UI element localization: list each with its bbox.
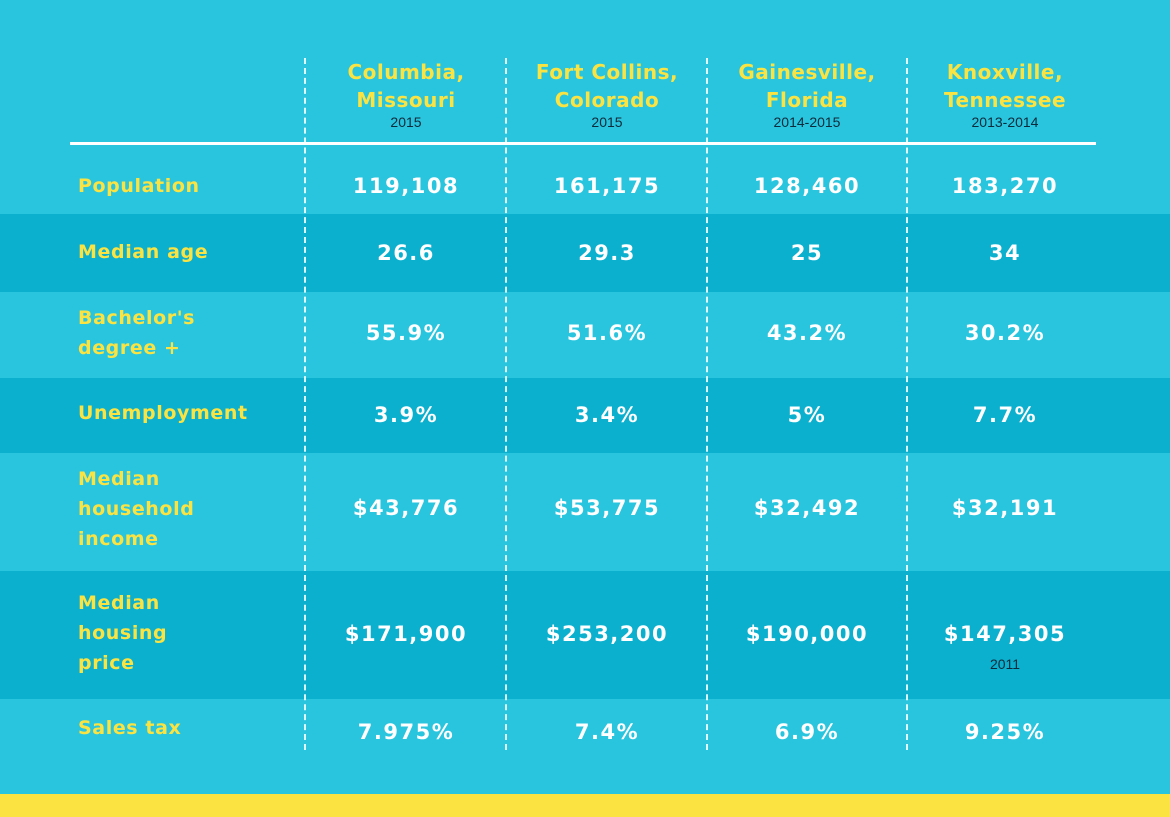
table-cell: 7.7% bbox=[972, 403, 1038, 427]
table-cell: 25 bbox=[790, 241, 824, 265]
column-city: Gainesville, Florida bbox=[738, 60, 876, 112]
column-year: 2015 bbox=[591, 114, 623, 130]
table-cell: 55.9% bbox=[365, 321, 447, 345]
row-label-median-housing-price: Median housing price bbox=[78, 592, 168, 674]
table-cell: $32,492 bbox=[753, 496, 861, 520]
table-cell: 128,460 bbox=[753, 174, 861, 198]
row-label-sales-tax: Sales tax bbox=[78, 717, 182, 739]
table-cell: 43.2% bbox=[766, 321, 848, 345]
table-cell: $147,305 bbox=[943, 622, 1067, 646]
table-cell: 6.9% bbox=[774, 720, 840, 744]
table-cell: $43,776 bbox=[352, 496, 460, 520]
table-cell: $32,191 bbox=[951, 496, 1059, 520]
column-divider bbox=[304, 58, 306, 750]
column-header-knoxville: Knoxville, Tennessee 2013-2014 bbox=[905, 58, 1105, 130]
column-header-columbia: Columbia, Missouri 2015 bbox=[306, 58, 506, 130]
column-header-gainesville: Gainesville, Florida 2014-2015 bbox=[707, 58, 907, 130]
column-city: Fort Collins, Colorado bbox=[535, 60, 679, 112]
table-cell: 3.4% bbox=[574, 403, 640, 427]
column-divider bbox=[505, 58, 507, 750]
table-cell: $53,775 bbox=[553, 496, 661, 520]
row-label-bachelors-degree: Bachelor's degree + bbox=[78, 307, 196, 359]
row-label-unemployment: Unemployment bbox=[78, 402, 248, 424]
column-year: 2014-2015 bbox=[773, 114, 841, 130]
table-cell: $171,900 bbox=[344, 622, 468, 646]
table-cell: 183,270 bbox=[951, 174, 1059, 198]
column-year: 2013-2014 bbox=[971, 114, 1039, 130]
table-cell: 3.9% bbox=[373, 403, 439, 427]
column-divider bbox=[906, 58, 908, 750]
column-city: Knoxville, Tennessee bbox=[943, 60, 1067, 112]
column-divider bbox=[706, 58, 708, 750]
header-divider bbox=[70, 142, 1096, 145]
table-cell: 7.4% bbox=[574, 720, 640, 744]
table-cell: 161,175 bbox=[553, 174, 661, 198]
row-band-median-age bbox=[0, 214, 1170, 292]
column-city: Columbia, Missouri bbox=[347, 60, 465, 112]
table-cell: 51.6% bbox=[566, 321, 648, 345]
row-label-median-age: Median age bbox=[78, 241, 209, 263]
table-cell: 9.25% bbox=[964, 720, 1046, 744]
table-cell: 29.3 bbox=[578, 241, 636, 265]
bottom-accent-bar bbox=[0, 794, 1170, 817]
row-band-median-housing-price bbox=[0, 571, 1170, 699]
column-year: 2015 bbox=[390, 114, 422, 130]
table-cell: 5% bbox=[787, 403, 827, 427]
row-label-median-household-income: Median household income bbox=[78, 468, 195, 550]
table-cell: 7.975% bbox=[357, 720, 455, 744]
table-cell: $253,200 bbox=[545, 622, 669, 646]
table-cell: 119,108 bbox=[352, 174, 460, 198]
table-cell: 26.6 bbox=[377, 241, 435, 265]
row-band-unemployment bbox=[0, 378, 1170, 453]
column-header-fort-collins: Fort Collins, Colorado 2015 bbox=[507, 58, 707, 130]
table-cell: 30.2% bbox=[964, 321, 1046, 345]
table-cell: 34 bbox=[988, 241, 1022, 265]
row-label-population: Population bbox=[78, 175, 200, 197]
table-cell: $190,000 bbox=[745, 622, 869, 646]
table-cell-note: 2011 bbox=[989, 656, 1021, 672]
